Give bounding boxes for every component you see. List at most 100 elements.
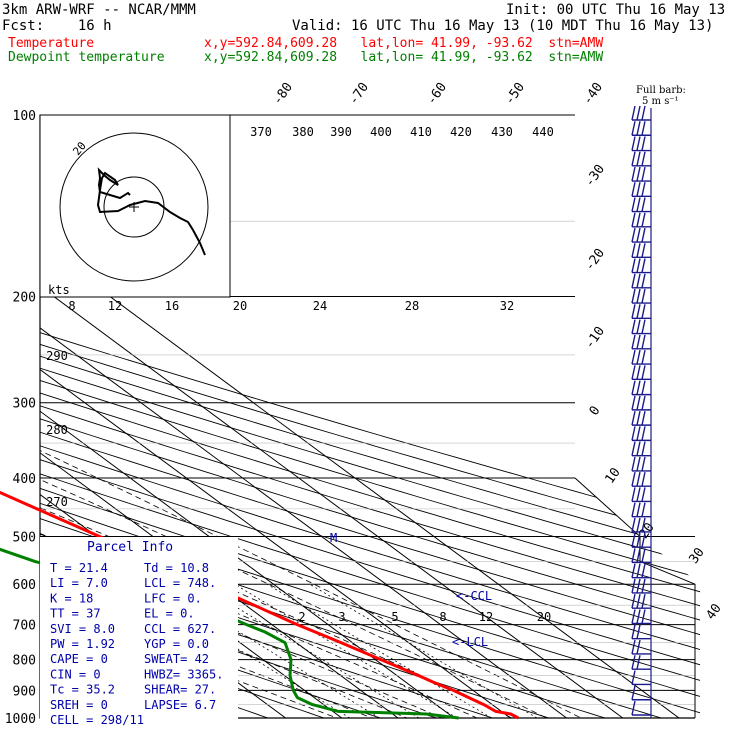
temperature-tick-label: -80 <box>270 80 296 108</box>
barb-flag <box>631 227 636 243</box>
barb-flag <box>636 594 641 609</box>
barb-flag <box>631 563 636 578</box>
wind-barb <box>631 334 651 350</box>
parcel-info-right: LCL = 748. <box>144 576 216 590</box>
wind-barb <box>631 563 651 579</box>
barb-flag <box>631 365 636 380</box>
dry-adiabat-label: 420 <box>450 125 472 139</box>
barb-flag <box>636 105 641 121</box>
wind-barb <box>631 197 651 213</box>
dry-adiabat-label: 410 <box>410 125 432 139</box>
barb-flag <box>641 136 646 151</box>
wind-barb <box>631 426 651 442</box>
parcel-info-left: K = 18 <box>50 591 93 605</box>
barb-flag <box>641 472 646 487</box>
barb-flag <box>636 212 641 227</box>
isotherm-line <box>40 115 567 718</box>
wind-barb <box>631 578 651 594</box>
parcel-info-left: PW = 1.92 <box>50 637 115 651</box>
barb-flag <box>631 578 636 594</box>
barb-flag <box>636 441 641 456</box>
model-title: 3km ARW-WRF -- NCAR/MMM <box>2 2 196 18</box>
wind-barb <box>631 533 651 548</box>
parcel-info-right: SWEAT= 42 <box>144 652 209 666</box>
temperature-tick-label: 20 <box>636 520 657 541</box>
hodograph: 20 <box>39 114 231 298</box>
barb-flag <box>631 655 636 670</box>
moist-adiabat-line <box>40 302 540 718</box>
barb-flag <box>636 349 641 365</box>
barb-flag <box>631 410 636 426</box>
barb-flag <box>636 655 641 670</box>
barb-flag <box>636 624 641 639</box>
barb-flag <box>636 563 641 578</box>
barb-flag <box>636 136 641 151</box>
dry-adiabat-label: 380 <box>292 125 314 139</box>
dry-adiabat-line <box>40 115 700 718</box>
wind-barb <box>631 410 651 426</box>
wind-barb <box>631 472 651 487</box>
parcel-info-left: SREH = 0 <box>50 698 108 712</box>
barb-flag <box>641 182 646 197</box>
wind-barb <box>631 517 651 533</box>
pressure-tick-label: 200 <box>13 291 36 306</box>
barb-flag <box>636 380 641 395</box>
wind-barb <box>631 105 651 121</box>
mixing-ratio-label: 12 <box>479 610 493 624</box>
hodograph-box <box>39 114 231 298</box>
barb-flag <box>641 578 646 594</box>
barb-flag <box>636 502 641 517</box>
wind-barb <box>631 487 651 503</box>
init-time: Init: 00 UTC Thu 16 May 13 <box>506 2 726 18</box>
barb-legend-units: 5 m s⁻¹ <box>642 96 679 107</box>
barb-flag <box>641 273 646 288</box>
wind-barb <box>631 670 651 686</box>
barb-flag <box>636 548 641 563</box>
barb-legend-title: Full barb: <box>636 85 686 96</box>
barb-flag <box>641 349 646 365</box>
parcel-info-right: LAPSE= 6.7 <box>144 698 216 712</box>
legend-dewpoint: Dewpoint temperature <box>8 50 165 65</box>
barb-flag <box>631 288 636 304</box>
dry-adiabat-label: 390 <box>330 125 352 139</box>
moist-adiabat-line <box>40 406 472 718</box>
moist-adiabat-line <box>40 514 371 718</box>
barb-flag <box>636 639 641 655</box>
wind-barb <box>631 121 651 136</box>
barb-flag <box>641 121 646 136</box>
dry-adiabat-label: 430 <box>491 125 513 139</box>
wind-barb <box>631 212 651 228</box>
dry-adiabat-line <box>40 115 700 718</box>
dry-adiabat-label: 280 <box>46 423 68 437</box>
dry-adiabat-label: 440 <box>532 125 554 139</box>
parcel-info-left: CAPE = 0 <box>50 652 108 666</box>
mixing-ratio-line <box>234 583 458 718</box>
barb-flag <box>641 502 646 517</box>
barb-flag <box>636 533 641 548</box>
dewpoint-curve <box>0 547 459 720</box>
barb-flag <box>631 197 636 212</box>
wind-barb <box>631 288 651 304</box>
mixing-ratio-line <box>266 583 492 718</box>
dry-adiabat-line <box>40 115 700 718</box>
temperature-tick-label: -70 <box>346 80 372 108</box>
wind-barb <box>631 685 651 701</box>
barb-flag <box>641 288 646 304</box>
barb-flag <box>636 456 641 472</box>
wind-barb <box>631 609 651 625</box>
wind-barb <box>631 243 651 259</box>
wind-barb <box>631 594 651 609</box>
parcel-info-right: Td = 10.8 <box>144 561 209 575</box>
barb-flag <box>631 334 636 349</box>
valid-time: Valid: 16 UTC Thu 16 May 13 (10 MDT Thu … <box>292 18 714 34</box>
pressure-tick-label: 700 <box>13 619 36 634</box>
parcel-info-left: Tc = 35.2 <box>50 683 115 697</box>
speed-tick-label: 32 <box>500 299 514 313</box>
dry-adiabat-line <box>40 115 700 718</box>
parcel-info-right: EL = 0. <box>144 607 195 621</box>
barb-flag <box>641 365 646 380</box>
barb-flag <box>641 609 646 624</box>
barb-flag <box>631 624 636 639</box>
isotherm-line <box>40 115 511 718</box>
